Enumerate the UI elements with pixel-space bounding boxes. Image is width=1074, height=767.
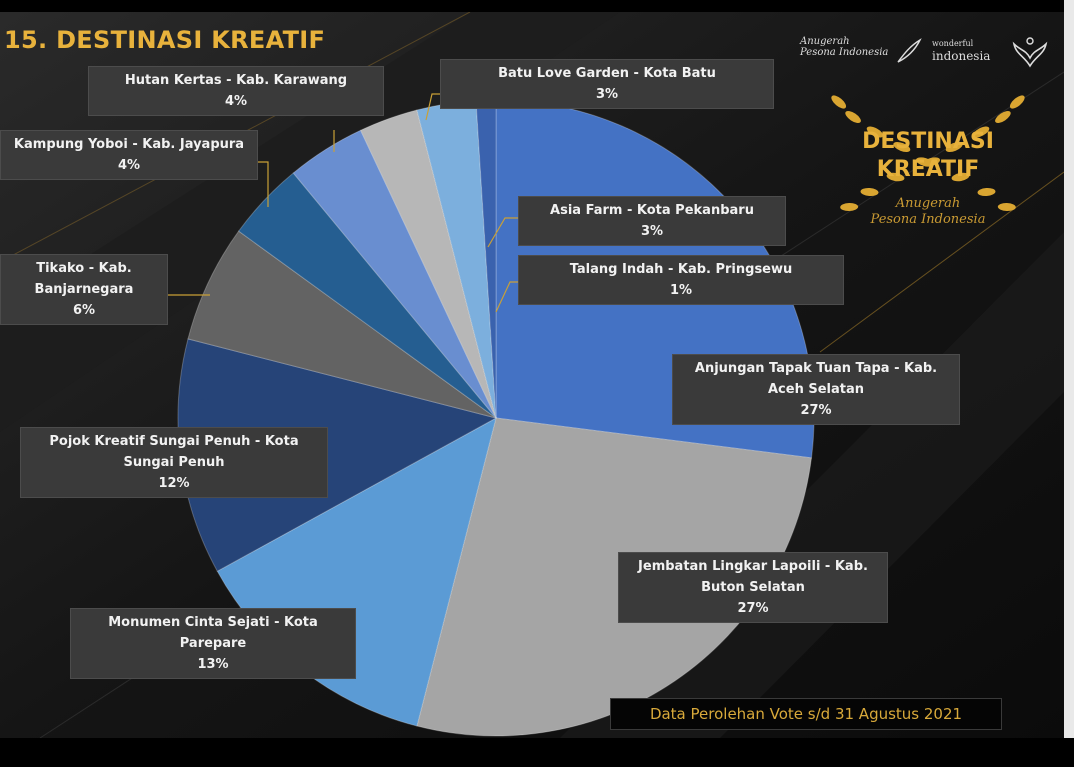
leader-line-3 xyxy=(425,93,440,121)
badge-line3: Anugerah xyxy=(895,196,961,211)
logo-left-line2: Pesona Indonesia xyxy=(800,47,889,58)
label-text-line1: Talang Indah - Kab. Pringsewu xyxy=(569,262,793,277)
label-text-line1: Asia Farm - Kota Pekanbaru xyxy=(550,203,754,218)
label-text-line2: Buton Selatan xyxy=(701,580,805,595)
label-text-line1: Tikako - Kab. xyxy=(36,261,132,276)
label-anjungan-tapak-tuan-tapa: Anjungan Tapak Tuan Tapa - Kab. Aceh Sel… xyxy=(672,354,960,425)
label-hutan-kertas: Hutan Kertas - Kab. Karawang 4% xyxy=(88,66,384,116)
label-text-line2: Aceh Selatan xyxy=(767,382,864,397)
label-percent: 4% xyxy=(224,94,248,109)
label-percent: 3% xyxy=(640,224,664,239)
label-percent: 27% xyxy=(737,601,769,616)
label-text-line2: Parepare xyxy=(179,636,247,651)
label-percent: 12% xyxy=(158,476,190,491)
pie-slice-7 xyxy=(359,109,497,419)
badge-title: DESTINASI KREATIF xyxy=(808,128,1048,184)
laurel-leaf xyxy=(1009,95,1025,109)
label-text-line1: Kampung Yoboi - Kab. Jayapura xyxy=(13,137,245,152)
label-text-line1: Anjungan Tapak Tuan Tapa - Kab. xyxy=(694,361,938,376)
leader-line-1 xyxy=(258,161,269,207)
laurel-leaf xyxy=(977,187,996,197)
badge-line1: DESTINASI xyxy=(862,129,994,154)
anugerah-logo: Anugerah Pesona Indonesia xyxy=(800,36,900,58)
feather-icon xyxy=(897,38,922,63)
laurel-leaf xyxy=(886,172,905,182)
slide-title: 15. DESTINASI KREATIF xyxy=(4,26,326,54)
laurel-leaf xyxy=(840,202,859,212)
pie-slice-1 xyxy=(416,417,813,737)
label-text-line2: Sungai Penuh xyxy=(123,455,225,470)
logo-right-line1: wonderful xyxy=(932,39,974,48)
laurel-leaf xyxy=(831,95,847,109)
label-text-line1: Monumen Cinta Sejati - Kota xyxy=(108,615,318,630)
label-talang-indah: Talang Indah - Kab. Pringsewu 1% xyxy=(518,255,844,305)
laurel-leaf xyxy=(997,202,1016,212)
laurel-leaf xyxy=(972,126,990,138)
label-percent: 3% xyxy=(595,87,619,102)
right-edge-bar xyxy=(1064,0,1074,767)
label-text-line2: Banjarnegara xyxy=(34,282,134,297)
label-percent: 27% xyxy=(800,403,832,418)
header-logos: Anugerah Pesona Indonesia wonderful indo… xyxy=(790,26,1060,82)
laurel-leaf xyxy=(866,126,884,138)
slide: 15. DESTINASI KREATIF Anugerah Pesona In… xyxy=(0,12,1064,738)
label-text-line1: Jembatan Lingkar Lapoili - Kab. xyxy=(638,559,868,574)
badge-line4: Pesona Indonesia xyxy=(870,212,986,227)
laurel-leaf xyxy=(995,110,1011,124)
label-text-line1: Pojok Kreatif Sungai Penuh - Kota xyxy=(49,434,299,449)
logo-left-line1: Anugerah xyxy=(800,36,850,47)
laurel-wreath-icon xyxy=(831,95,1025,212)
label-text-line1: Hutan Kertas - Kab. Karawang xyxy=(124,73,348,88)
label-kampung-yoboi: Kampung Yoboi - Kab. Jayapura 4% xyxy=(0,130,258,180)
label-pojok-kreatif-sungai-penuh: Pojok Kreatif Sungai Penuh - Kota Sungai… xyxy=(20,427,328,498)
pie-slice-5 xyxy=(238,172,497,419)
laurel-leaf xyxy=(922,157,941,167)
label-asia-farm: Asia Farm - Kota Pekanbaru 3% xyxy=(518,196,786,246)
leader-line-5 xyxy=(495,281,518,313)
logo-right-line2: indonesia xyxy=(932,49,991,63)
label-monumen-cinta-sejati: Monumen Cinta Sejati - Kota Parepare 13% xyxy=(70,608,356,679)
laurel-leaf xyxy=(893,141,911,153)
leader-line-4 xyxy=(487,217,518,248)
label-percent: 1% xyxy=(669,283,693,298)
label-percent: 4% xyxy=(117,158,141,173)
laurel-leaf xyxy=(860,187,879,197)
laurel-leaf xyxy=(951,172,970,182)
wonderful-indonesia-logo: wonderful indonesia xyxy=(932,36,990,63)
pie-slice-6 xyxy=(292,129,497,419)
garuda-icon xyxy=(1012,37,1048,68)
footer-note: Data Perolehan Vote s/d 31 Agustus 2021 xyxy=(610,698,1002,730)
label-tikako: Tikako - Kab. Banjarnegara 6% xyxy=(0,254,168,325)
label-percent: 13% xyxy=(197,657,229,672)
pie-slice-4 xyxy=(187,230,497,419)
bottom-edge-bar xyxy=(0,738,1074,767)
badge-subtitle: Anugerah Pesona Indonesia xyxy=(808,196,1048,228)
destinasi-kreatif-badge: DESTINASI KREATIF Anugerah Pesona Indone… xyxy=(808,92,1048,252)
laurel-leaf xyxy=(845,110,861,124)
label-batu-love-garden: Batu Love Garden - Kota Batu 3% xyxy=(440,59,774,109)
badge-line2: KREATIF xyxy=(876,157,980,182)
leader-lines xyxy=(168,93,518,313)
label-text-line1: Batu Love Garden - Kota Batu xyxy=(498,66,716,81)
laurel-leaf xyxy=(945,141,963,153)
label-jembatan-lingkar-lapoili: Jembatan Lingkar Lapoili - Kab. Buton Se… xyxy=(618,552,888,623)
label-percent: 6% xyxy=(72,303,96,318)
